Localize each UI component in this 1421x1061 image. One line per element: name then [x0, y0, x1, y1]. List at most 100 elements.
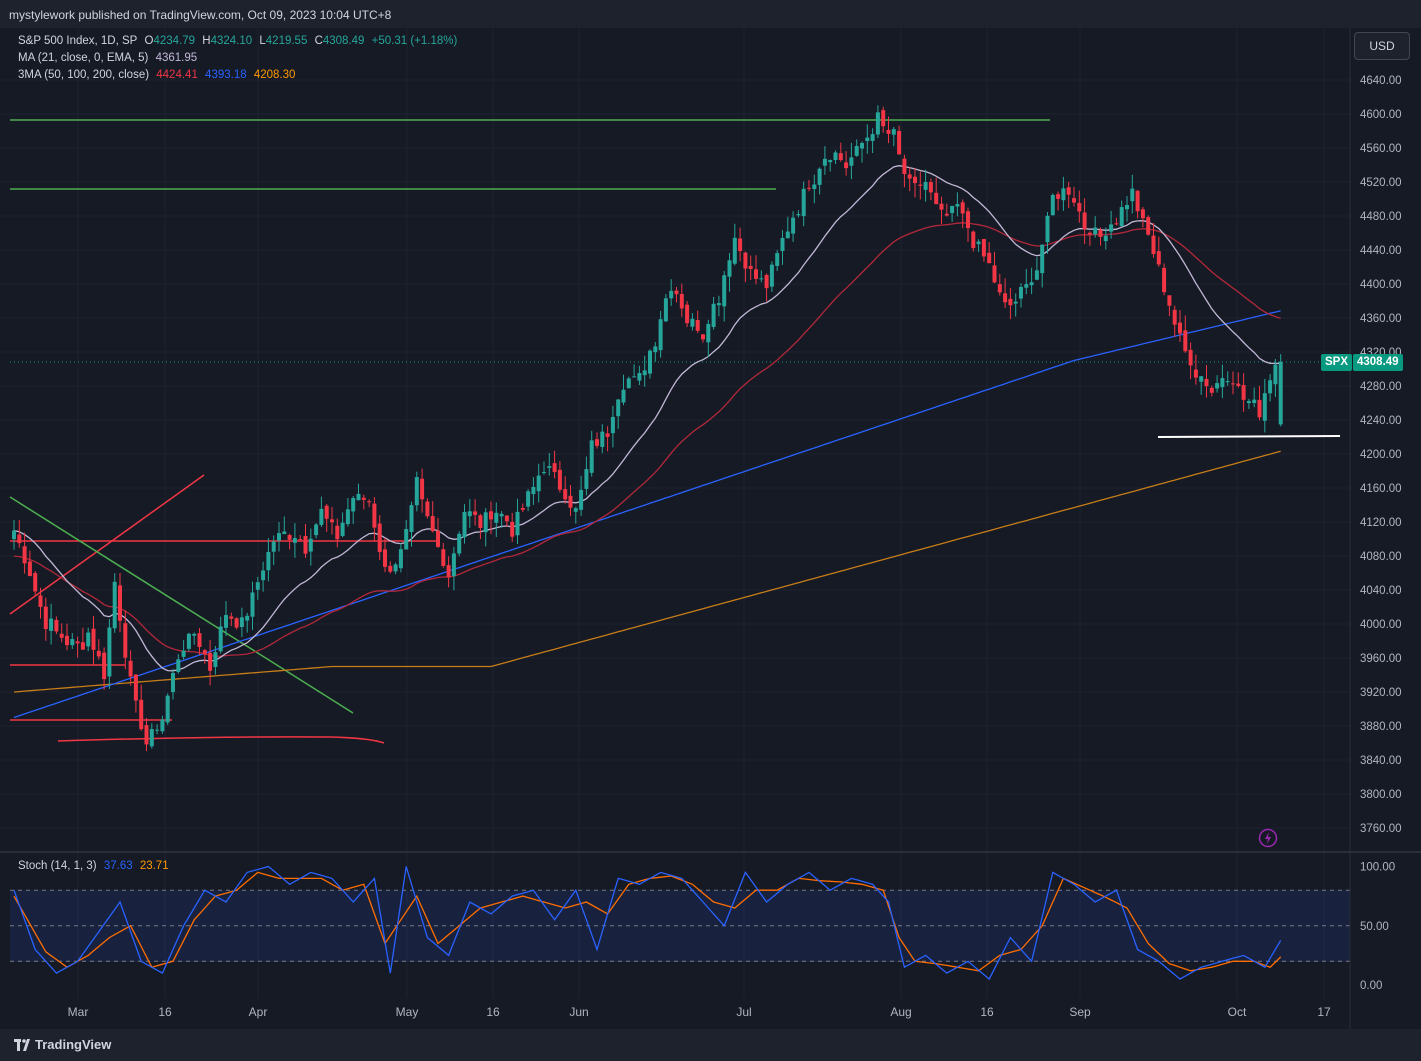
candle-body-down [504, 515, 509, 522]
candle-body-down [489, 511, 493, 520]
user-drawings[interactable] [9, 119, 1341, 744]
support-curve[interactable] [57, 736, 385, 744]
candle-body-up [49, 618, 54, 631]
stoch-legend[interactable]: Stoch (14, 1, 3) 37.63 23.71 [18, 860, 169, 872]
candle-body-down [59, 633, 64, 638]
candle-body-down [902, 158, 907, 174]
candle-body-up [780, 237, 785, 252]
last-price-symbol-tag: SPX [1321, 354, 1353, 371]
time-tick-label: Jun [569, 1005, 588, 1019]
price-tick-label: 4000.00 [1360, 619, 1402, 631]
price-tick-label: 4160.00 [1360, 483, 1402, 495]
tradingview-logo[interactable]: TradingView [14, 1037, 111, 1052]
support-line-white[interactable] [1157, 435, 1341, 438]
candle-body-up [1125, 205, 1129, 210]
candle-body-up [955, 204, 960, 207]
legend-ma-value: 4361.95 [155, 52, 198, 64]
candle-body-up [1278, 361, 1283, 425]
trend-line-down[interactable] [9, 496, 354, 714]
stoch-tick-label: 100.00 [1360, 862, 1395, 874]
candle-body-down [748, 265, 753, 269]
ma21-line [13, 165, 1281, 672]
candle-body-up [875, 112, 880, 135]
stoch-axis[interactable]: 100.00 50.00 0.00 [1360, 862, 1395, 993]
candle-body-up [1093, 227, 1098, 235]
candle-body-up [1029, 282, 1034, 286]
time-axis[interactable]: Mar 16 Apr May 16 Jun Jul Aug 16 Sep Oct 17 [68, 1005, 1331, 1019]
price-tick-label: 4560.00 [1360, 143, 1402, 155]
candle-body-down [298, 539, 303, 541]
candle-body-down [510, 521, 515, 537]
candle-body-down [1056, 194, 1061, 199]
legend-symbol[interactable]: S&P 500 Index, 1D, SP [18, 35, 138, 47]
legend-change: +50.31 (+1.18%) [371, 35, 458, 47]
candle-body-down [960, 202, 965, 214]
candle-body-up [181, 650, 186, 657]
candle-body-up [1040, 244, 1045, 274]
candle-body-down [807, 187, 811, 189]
candle-body-up [1268, 380, 1273, 394]
candle-body-up [1050, 194, 1055, 216]
candle-body-up [653, 346, 658, 353]
time-tick-label: 16 [486, 1005, 500, 1019]
currency-button[interactable]: USD [1354, 32, 1410, 60]
candle-body-down [383, 549, 387, 567]
price-chart[interactable]: 4640.00 4600.00 4560.00 4520.00 4480.00 4440.… [0, 28, 1421, 1029]
candles [12, 105, 1283, 752]
price-tick-label: 4360.00 [1360, 313, 1402, 325]
candle-body-down [881, 110, 886, 127]
candle-body-up [1225, 381, 1230, 383]
candle-body-up [271, 541, 276, 552]
stoch-label: Stoch (14, 1, 3) [18, 860, 97, 872]
lightning-alert-icon[interactable] [1258, 828, 1278, 848]
price-axis[interactable]: 4640.00 4600.00 4560.00 4520.00 4480.00 4440.… [1360, 75, 1402, 835]
legend-3ma-label: 3MA (50, 100, 200, close) [18, 69, 150, 81]
candle-body-down [568, 495, 573, 508]
candle-body-down [701, 334, 705, 340]
stoch-k-value: 37.63 [103, 860, 133, 872]
candle-body-down [1077, 203, 1082, 212]
candle-body-up [732, 237, 737, 264]
candle-body-up [213, 652, 218, 667]
candle-body-down [96, 650, 101, 657]
stochastic-lines [13, 865, 1282, 981]
candle-body-up [483, 512, 488, 533]
price-tick-label: 3760.00 [1360, 823, 1402, 835]
candle-body-up [976, 241, 981, 245]
legend-3ma-line[interactable]: 3MA (50, 100, 200, close) 4424.41 4393.1… [18, 69, 299, 81]
candle-body-up [632, 376, 637, 378]
candle-body-down [324, 505, 329, 519]
candle-body-down [139, 699, 144, 730]
candle-body-down [764, 275, 769, 289]
candle-body-down [1066, 187, 1071, 195]
candle-body-up [833, 152, 838, 161]
candle-body-down [1151, 235, 1156, 255]
candle-body-up [1109, 224, 1114, 232]
candle-body-up [722, 275, 727, 307]
chart-frame[interactable]: 4640.00 4600.00 4560.00 4520.00 4480.00 4440.… [0, 28, 1421, 1029]
candle-body-up [626, 378, 631, 389]
candle-body-up [791, 217, 796, 234]
candle-body-up [579, 489, 584, 510]
candle-body-up [621, 389, 626, 403]
candle-body-down [1209, 387, 1214, 393]
candle-body-down [1082, 212, 1087, 230]
legend-high-label: H [202, 35, 211, 47]
candle-body-up [398, 549, 403, 569]
time-tick-label: Oct [1228, 1005, 1247, 1019]
candle-body-up [1262, 393, 1267, 421]
candle-body-down [197, 633, 202, 648]
legend-ma-line[interactable]: MA (21, close, 0, EMA, 5) 4361.95 [18, 52, 201, 64]
trend-line-up[interactable] [9, 474, 205, 615]
candle-body-up [245, 615, 250, 621]
candle-body-up [1019, 286, 1023, 299]
candle-body-up [149, 729, 154, 747]
candle-body-down [1188, 349, 1193, 366]
candle-body-up [1252, 399, 1257, 404]
candle-body-down [367, 501, 372, 503]
candle-body-up [351, 498, 356, 512]
candle-body-down [287, 535, 292, 540]
candle-body-up [499, 513, 504, 517]
candle-body-up [822, 158, 827, 166]
candle-body-up [457, 533, 462, 554]
